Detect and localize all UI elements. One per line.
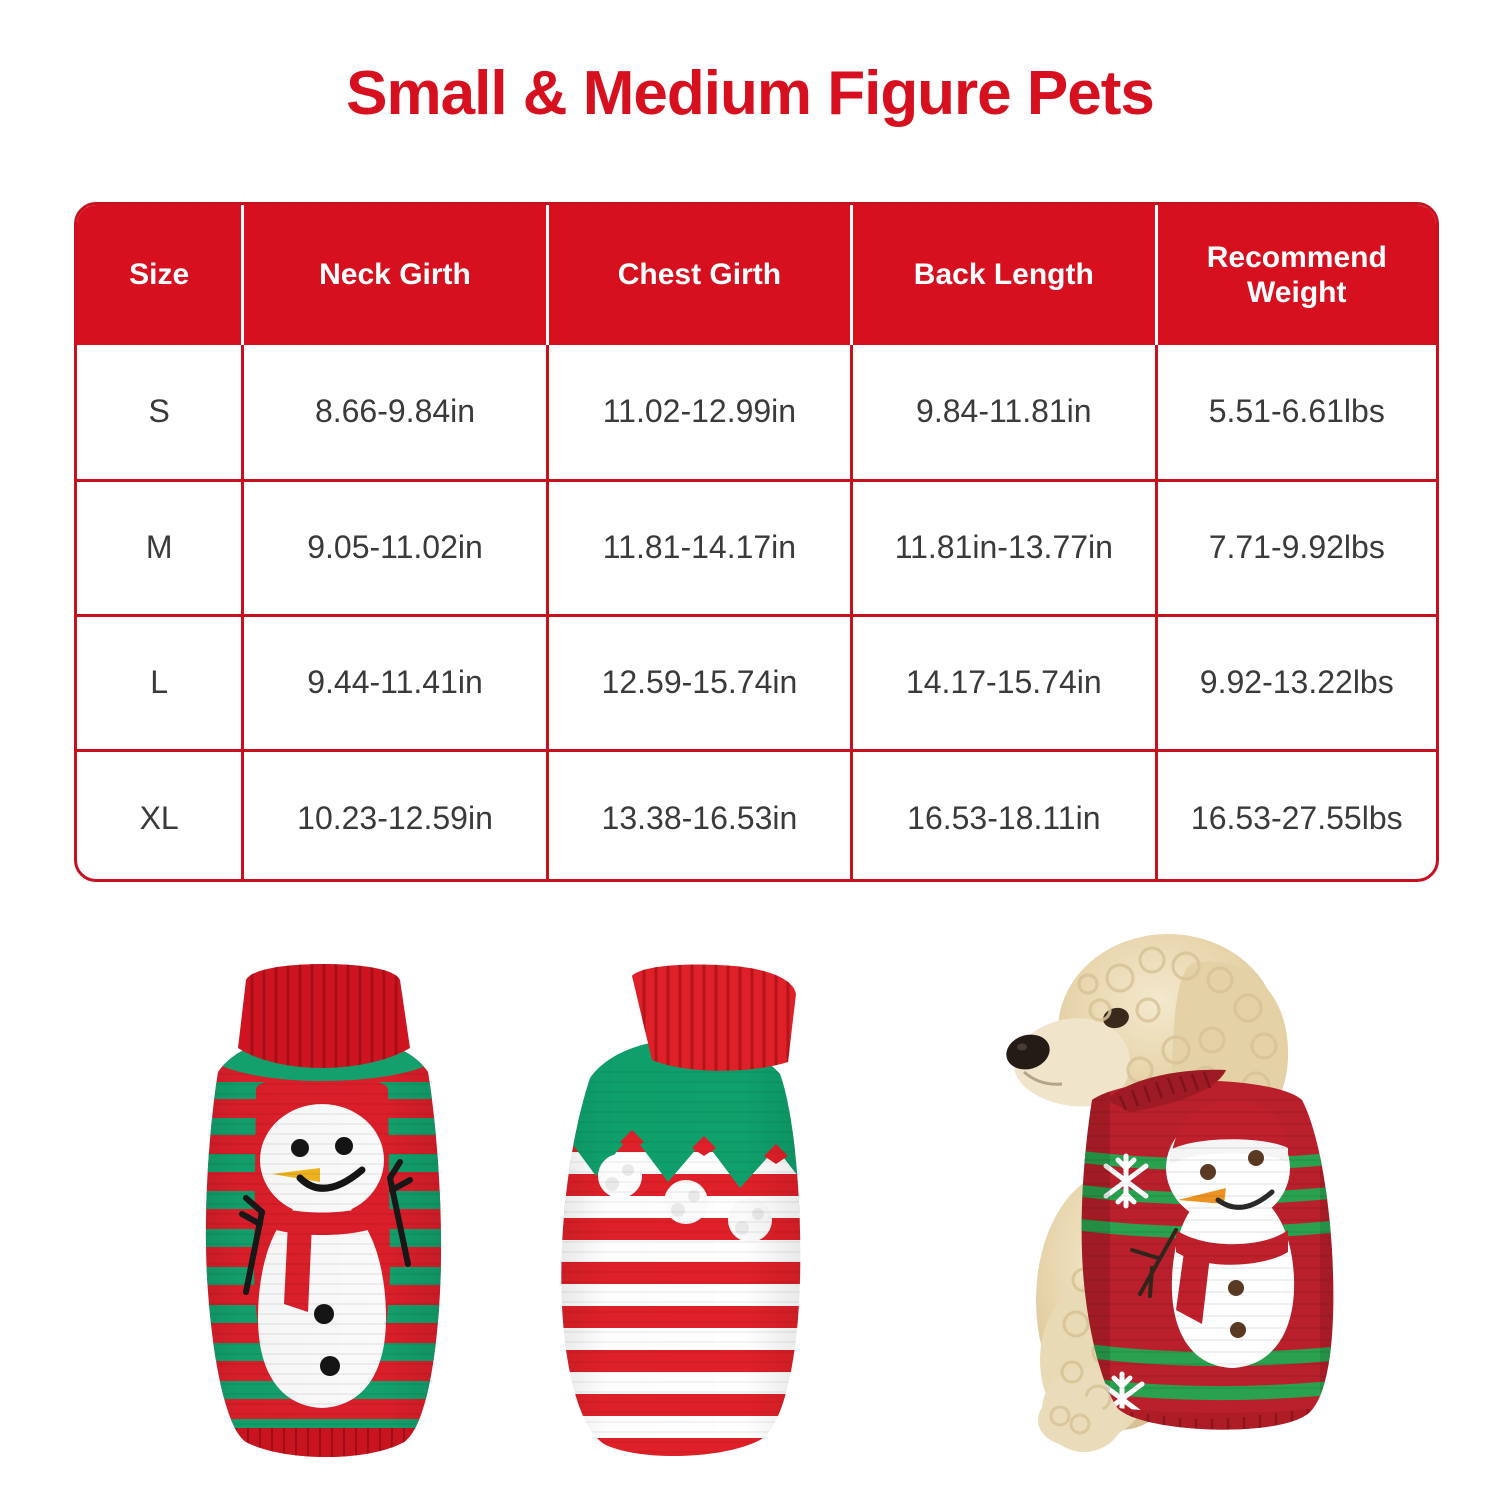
cell-back-xl: 16.53-18.11in <box>851 748 1158 879</box>
dog-snowman-scarf-tail <box>1176 1252 1210 1324</box>
cell-weight-xl: 16.53-27.55lbs <box>1156 748 1436 879</box>
table-header-row: Size Neck Girth Chest Girth Back Length … <box>77 205 1436 345</box>
cell-back-s: 9.84-11.81in <box>851 345 1158 480</box>
cell-chest-xl: 13.38-16.53in <box>547 748 854 879</box>
product-images-row <box>0 900 1500 1500</box>
dog-snowman-button-1 <box>1228 1280 1244 1296</box>
sweater-body-back <box>561 1039 801 1457</box>
cell-neck-m: 9.05-11.02in <box>242 478 549 615</box>
cell-back-m: 11.81in-13.77in <box>851 478 1158 615</box>
table-body: S 8.66-9.84in 11.02-12.99in 9.84-11.81in… <box>77 345 1436 879</box>
page-title: Small & Medium Figure Pets <box>346 59 1155 128</box>
product-image-dog-wearing-sweater <box>980 900 1410 1475</box>
dog-nose <box>1006 1034 1050 1070</box>
dog-sweater-hem <box>1081 1400 1334 1430</box>
column-header-size: Size <box>77 205 245 345</box>
dog-snowman-carrot <box>1178 1188 1226 1204</box>
table-row: L 9.44-11.41in 12.59-15.74in 14.17-15.74… <box>77 613 1436 750</box>
dog-paw <box>1038 1394 1106 1446</box>
cell-neck-s: 8.66-9.84in <box>242 345 549 480</box>
cell-chest-s: 11.02-12.99in <box>547 345 854 480</box>
dog-sweater-knit-texture <box>1081 1099 1334 1389</box>
dog-snowman-button-2 <box>1230 1322 1246 1338</box>
size-chart-table-container: Size Neck Girth Chest Girth Back Length … <box>74 202 1439 882</box>
table-header: Size Neck Girth Chest Girth Back Length … <box>77 205 1436 345</box>
cell-chest-l: 12.59-15.74in <box>547 613 854 750</box>
cell-size-m: M <box>77 478 245 615</box>
snowflake-shoulder <box>1103 1153 1149 1209</box>
cell-weight-m: 7.71-9.92lbs <box>1156 478 1436 615</box>
cell-size-s: S <box>77 345 245 480</box>
cell-size-l: L <box>77 613 245 750</box>
cell-chest-m: 11.81-14.17in <box>547 478 854 615</box>
product-image-snowman-sweater-front <box>172 962 472 1462</box>
snowman-santa-hat <box>1172 1099 1286 1152</box>
dog-snowman-arm <box>1130 1228 1178 1298</box>
cell-back-l: 14.17-15.74in <box>851 613 1158 750</box>
column-header-recommend-weight: Recommend Weight <box>1156 205 1436 345</box>
column-header-neck-girth: Neck Girth <box>242 205 549 345</box>
product-image-striped-sweater-back <box>528 962 828 1462</box>
table-row: M 9.05-11.02in 11.81-14.17in 11.81in-13.… <box>77 478 1436 615</box>
column-header-chest-girth: Chest Girth <box>547 205 854 345</box>
column-header-back-length: Back Length <box>851 205 1158 345</box>
sweater-hem-ribbing <box>205 1428 442 1457</box>
dog-sweater <box>1081 1080 1334 1430</box>
cell-neck-l: 9.44-11.41in <box>242 613 549 750</box>
dog-snowman-eye-left <box>1200 1164 1216 1180</box>
dog-sweater-snowman-body <box>1171 1188 1295 1368</box>
cell-neck-xl: 10.23-12.59in <box>242 748 549 879</box>
sweater-collar <box>238 964 410 1068</box>
size-chart-table: Size Neck Girth Chest Girth Back Length … <box>77 205 1436 879</box>
dog-snowman-smile <box>1215 1189 1275 1210</box>
table-row: XL 10.23-12.59in 13.38-16.53in 16.53-18.… <box>77 748 1436 879</box>
cell-weight-l: 9.92-13.22lbs <box>1156 613 1436 750</box>
santa-hat-brim <box>1170 1139 1288 1164</box>
dog-snowman-eye-right <box>1248 1150 1264 1166</box>
cell-weight-s: 5.51-6.61lbs <box>1208 393 1385 430</box>
table-row: S 8.66-9.84in 11.02-12.99in 9.84-11.81in… <box>77 345 1436 480</box>
recommend-weight-line-2: Weight <box>1247 276 1347 309</box>
sweater-body <box>205 1034 442 1457</box>
dog-sweater-collar <box>1106 1069 1226 1112</box>
sweater-collar-back <box>632 964 796 1071</box>
cell-size-xl: XL <box>77 748 245 879</box>
recommend-weight-line-1: Recommend <box>1206 240 1387 274</box>
